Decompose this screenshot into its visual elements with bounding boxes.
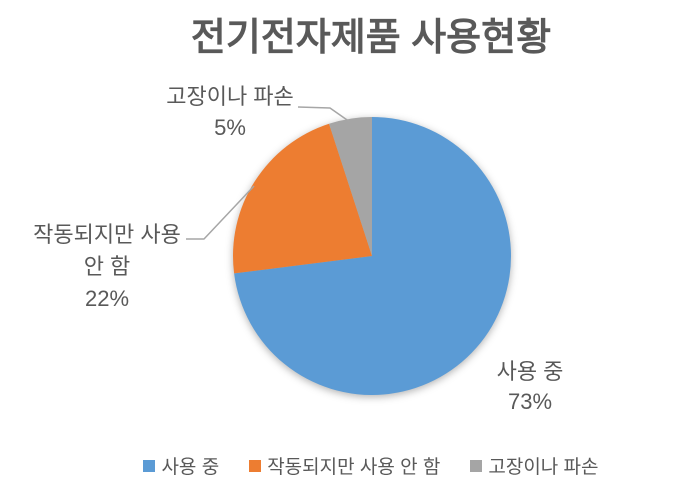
data-label-broken: 고장이나 파손 5% — [120, 81, 340, 143]
data-label-in-use: 사용 중 73% — [420, 357, 640, 417]
data-label-unused-percent: 22% — [84, 286, 130, 311]
legend-swatch-blue-icon — [143, 459, 156, 472]
pie-slice-2 — [329, 117, 372, 256]
legend-item-broken: 고장이나 파손 — [470, 452, 599, 479]
legend-label-broken: 고장이나 파손 — [488, 457, 599, 478]
data-label-in-use-name: 사용 중 — [496, 359, 564, 384]
data-label-unused-name-line2: 안 함 — [83, 254, 131, 279]
chart-title: 전기전자제품 사용현황 — [190, 17, 552, 59]
data-label-broken-percent: 5% — [214, 115, 246, 140]
data-label-in-use-percent: 73% — [507, 389, 553, 414]
data-label-broken-name: 고장이나 파손 — [166, 84, 294, 109]
pie — [233, 117, 512, 395]
legend-item-in-use: 사용 중 — [143, 452, 219, 479]
legend-label-in-use: 사용 중 — [161, 457, 220, 478]
leader-line-unused — [186, 185, 255, 240]
legend-swatch-gray-icon — [470, 459, 483, 472]
legend-label-unused: 작동되지만 사용 안 함 — [267, 457, 441, 478]
data-label-unused: 작동되지만 사용 안 함 22% — [0, 219, 214, 315]
data-label-unused-name-line1: 작동되지만 사용 — [33, 222, 181, 247]
legend-swatch-orange-icon — [249, 459, 262, 472]
pie-slice-0 — [234, 117, 512, 395]
pie-slice-1 — [233, 123, 372, 274]
legend-item-unused: 작동되지만 사용 안 함 — [249, 452, 440, 479]
leader-line-broken — [297, 106, 351, 123]
chart-legend: 사용 중 작동되지만 사용 안 함 고장이나 파손 — [21, 452, 700, 479]
